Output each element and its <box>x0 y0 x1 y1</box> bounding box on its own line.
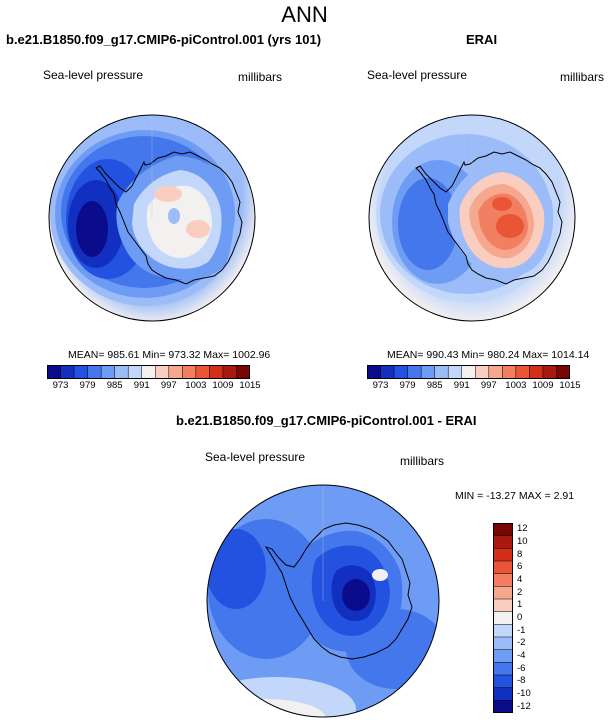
colorbar-swatch <box>87 365 102 379</box>
colorbar-swatch <box>60 365 75 379</box>
colorbar-swatch <box>493 649 513 663</box>
colorbar-swatch <box>209 365 224 379</box>
diff-polar-map <box>206 484 440 718</box>
colorbar-swatch <box>493 573 513 587</box>
colorbar-swatch <box>222 365 237 379</box>
right-polar-map <box>368 114 576 322</box>
colorbar-tick-label: 979 <box>399 380 416 391</box>
colorbar-swatch <box>155 365 170 379</box>
colorbar-tick-label: -6 <box>517 662 526 674</box>
right-panel-title: ERAI <box>466 32 498 47</box>
colorbar-swatch <box>380 365 395 379</box>
colorbar-tick-label: 1009 <box>532 380 554 391</box>
colorbar-swatch <box>448 365 463 379</box>
colorbar-swatch <box>74 365 88 379</box>
colorbar-tick-label: 1003 <box>185 380 207 391</box>
colorbar-tick-label: 10 <box>517 536 528 547</box>
colorbar-swatch <box>493 523 513 536</box>
colorbar-swatch <box>493 535 513 549</box>
diff-variable-label: Sea-level pressure <box>205 450 306 464</box>
colorbar-tick-label: 973 <box>372 380 389 391</box>
colorbar-tick-label: 0 <box>517 612 523 623</box>
colorbar-swatch <box>195 365 210 379</box>
colorbar-tick-label: -10 <box>517 688 531 699</box>
colorbar-swatch <box>394 365 408 379</box>
colorbar-swatch <box>493 687 513 701</box>
colorbar-swatch <box>493 611 513 625</box>
diff-units-label: millibars <box>400 454 445 468</box>
colorbar-swatch <box>407 365 422 379</box>
colorbar-tick-label: -2 <box>517 637 526 649</box>
diff-panel-title: b.e21.B1850.f09_g17.CMIP6-piControl.001 … <box>176 413 477 428</box>
colorbar-tick-label: 4 <box>517 574 523 585</box>
main-title: ANN <box>281 2 328 27</box>
left-polar-map <box>48 114 256 322</box>
colorbar-swatch <box>556 365 570 379</box>
colorbar-tick-label: -12 <box>517 700 531 712</box>
colorbar-swatch <box>493 624 513 638</box>
colorbar-swatch <box>542 365 557 379</box>
colorbar-swatch <box>488 365 503 379</box>
colorbar-swatch <box>529 365 544 379</box>
colorbar-tick-label: 991 <box>133 380 150 391</box>
left-panel-title: b.e21.B1850.f09_g17.CMIP6-piControl.001 … <box>6 32 322 47</box>
left-colorbar-ticks: 973 979 985 991 997 1003 1009 1015 <box>47 380 261 394</box>
colorbar-swatch <box>493 561 513 574</box>
right-variable-label: Sea-level pressure <box>367 68 468 82</box>
colorbar-tick-label: 2 <box>517 586 523 598</box>
colorbar-tick-label: 6 <box>517 561 523 573</box>
diff-colorbar <box>493 523 513 713</box>
left-variable-label: Sea-level pressure <box>43 68 144 82</box>
colorbar-tick-label: 997 <box>480 380 497 391</box>
colorbar-tick-label: 985 <box>106 380 123 391</box>
colorbar-tick-label: -1 <box>517 624 526 636</box>
colorbar-swatch <box>493 599 513 612</box>
colorbar-swatch <box>493 548 513 562</box>
colorbar-swatch <box>128 365 143 379</box>
colorbar-swatch <box>168 365 183 379</box>
colorbar-swatch <box>515 365 530 379</box>
colorbar-swatch <box>475 365 490 379</box>
colorbar-swatch <box>502 365 517 379</box>
colorbar-swatch <box>114 365 129 379</box>
colorbar-tick-label: 1015 <box>239 380 261 391</box>
right-colorbar <box>367 365 570 379</box>
colorbar-tick-label: 991 <box>453 380 470 391</box>
left-stats: MEAN= 985.61 Min= 973.32 Max= 1002.96 <box>68 349 271 361</box>
colorbar-tick-label: 12 <box>517 523 528 535</box>
colorbar-tick-label: 973 <box>52 380 69 391</box>
colorbar-swatch <box>367 365 381 379</box>
colorbar-swatch <box>493 675 513 688</box>
colorbar-tick-label: 997 <box>160 380 177 391</box>
colorbar-swatch <box>47 365 61 379</box>
colorbar-tick-label: 979 <box>79 380 96 391</box>
colorbar-swatch <box>421 365 435 379</box>
colorbar-swatch <box>236 365 250 379</box>
colorbar-swatch <box>101 365 115 379</box>
diff-stats: MIN = -13.27 MAX = 2.91 <box>455 490 575 502</box>
left-colorbar <box>47 365 250 379</box>
right-units-label: millibars <box>560 70 605 84</box>
colorbar-tick-label: 8 <box>517 548 523 560</box>
colorbar-swatch <box>461 365 476 379</box>
colorbar-tick-label: -4 <box>517 650 526 661</box>
colorbar-tick-label: 1009 <box>212 380 234 391</box>
right-colorbar-ticks: 973 979 985 991 997 1003 1009 1015 <box>367 380 581 394</box>
colorbar-swatch <box>141 365 156 379</box>
colorbar-tick-label: 1 <box>517 599 523 611</box>
colorbar-swatch <box>182 365 197 379</box>
colorbar-swatch <box>493 662 513 676</box>
diff-colorbar-ticks: 12 10 8 6 4 2 1 0 -1 -2 -4 -6 -8 -10 -12 <box>517 523 547 713</box>
colorbar-swatch <box>493 586 513 600</box>
colorbar-swatch <box>434 365 449 379</box>
colorbar-tick-label: 1003 <box>505 380 527 391</box>
colorbar-swatch <box>493 700 513 713</box>
colorbar-tick-label: 985 <box>426 380 443 391</box>
colorbar-tick-label: 1015 <box>559 380 581 391</box>
colorbar-swatch <box>493 637 513 650</box>
colorbar-tick-label: -8 <box>517 675 526 687</box>
right-stats: MEAN= 990.43 Min= 980.24 Max= 1014.14 <box>387 349 590 361</box>
left-units-label: millibars <box>238 70 283 84</box>
